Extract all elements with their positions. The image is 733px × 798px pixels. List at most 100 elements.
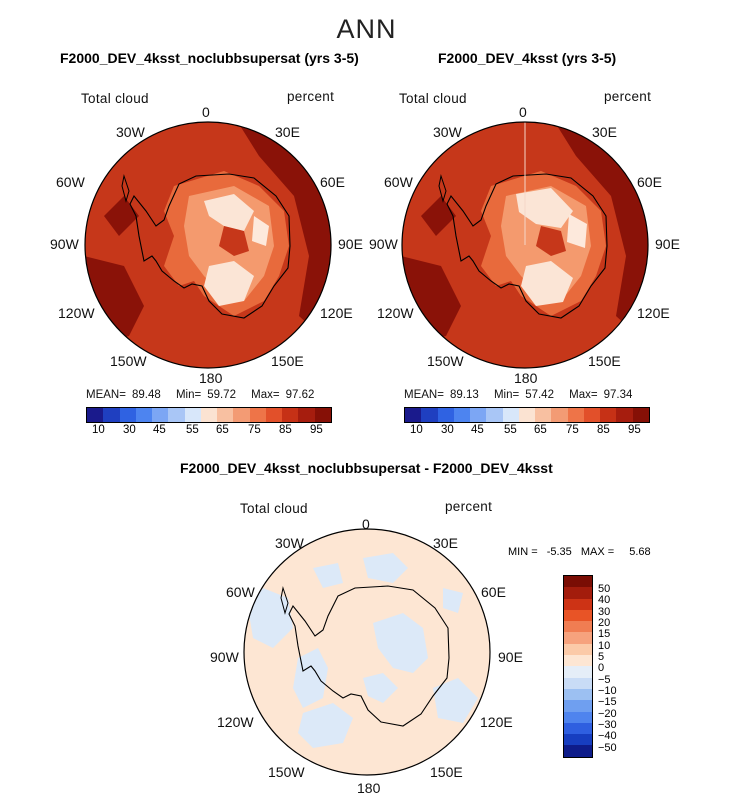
- colorbar-swatch: [87, 408, 104, 422]
- panel2-lon-60e: 60E: [637, 174, 662, 190]
- panel2-stats: MEAN= 89.13 Min= 57.42 Max= 97.34: [404, 389, 633, 401]
- panel2-lon-150w: 150W: [427, 353, 464, 369]
- panel3-lon-60w: 60W: [226, 584, 255, 600]
- panel3-tick: 10: [598, 640, 611, 652]
- colorbar-swatch: [470, 408, 487, 422]
- panel1-lon-120e: 120E: [320, 305, 353, 321]
- panel3-lon-180: 180: [357, 780, 381, 796]
- panel3-colorbar: [563, 575, 593, 758]
- panel1-tick: 65: [216, 424, 229, 436]
- panel2-lon-180: 180: [514, 370, 538, 386]
- panel1-polar-map: [84, 121, 332, 369]
- colorbar-swatch: [103, 408, 120, 422]
- panel1-lon-150e: 150E: [271, 353, 304, 369]
- panel2-variable-label: Total cloud: [399, 91, 467, 106]
- panel2-tick: 30: [441, 424, 454, 436]
- panel3-tick: 0: [598, 662, 605, 674]
- colorbar-swatch: [551, 408, 568, 422]
- colorbar-swatch: [567, 408, 584, 422]
- panel1-lon-60w: 60W: [56, 174, 85, 190]
- panel1-lon-120w: 120W: [58, 305, 95, 321]
- panel3-tick: −40: [598, 730, 617, 742]
- panel1-lon-150w: 150W: [110, 353, 147, 369]
- panel3-tick: 40: [598, 594, 611, 606]
- panel2-tick: 95: [628, 424, 641, 436]
- colorbar-swatch: [564, 666, 592, 678]
- panel1-tick: 10: [92, 424, 105, 436]
- colorbar-swatch: [249, 408, 266, 422]
- colorbar-swatch: [282, 408, 299, 422]
- colorbar-swatch: [119, 408, 136, 422]
- colorbar-swatch: [233, 408, 250, 422]
- colorbar-swatch: [217, 408, 234, 422]
- panel2-lon-120e: 120E: [637, 305, 670, 321]
- colorbar-swatch: [564, 598, 592, 610]
- figure-supertitle: ANN: [336, 14, 397, 44]
- panel2-lon-0: 0: [519, 104, 527, 120]
- panel3-lon-120e: 120E: [480, 714, 513, 730]
- colorbar-swatch: [421, 408, 438, 422]
- panel3-tick: −30: [598, 719, 617, 731]
- colorbar-swatch: [453, 408, 471, 422]
- panel3-lon-30e: 30E: [433, 535, 458, 551]
- panel3-polar-map: [243, 528, 491, 776]
- panel2-lon-30e: 30E: [592, 124, 617, 140]
- colorbar-swatch: [405, 408, 422, 422]
- panel2-tick: 85: [597, 424, 610, 436]
- panel2-lon-90w: 90W: [369, 236, 398, 252]
- panel1-tick: 55: [186, 424, 199, 436]
- panel1-colorbar: [86, 407, 332, 423]
- panel1-lon-30w: 30W: [116, 124, 145, 140]
- colorbar-swatch: [152, 408, 169, 422]
- panel1-tick: 45: [153, 424, 166, 436]
- panel3-colorbar-ticks: 50 40 30 20 15 10 5 0 −5 −10 −15 −20 −30…: [598, 575, 638, 775]
- panel3-tick: −50: [598, 742, 617, 754]
- panel3-lon-150w: 150W: [268, 764, 305, 780]
- panel2-lon-120w: 120W: [377, 305, 414, 321]
- colorbar-swatch: [564, 643, 592, 656]
- colorbar-swatch: [564, 711, 592, 723]
- colorbar-swatch: [564, 677, 592, 689]
- colorbar-swatch: [200, 408, 218, 422]
- colorbar-swatch: [583, 408, 601, 422]
- colorbar-swatch: [184, 408, 201, 422]
- panel3-tick: 50: [598, 583, 611, 595]
- colorbar-swatch: [564, 587, 592, 599]
- panel2-tick: 65: [534, 424, 547, 436]
- panel3-tick: −15: [598, 696, 617, 708]
- panel3-variable-label: Total cloud: [240, 501, 308, 516]
- panel1-lon-60e: 60E: [320, 174, 345, 190]
- panel2-tick: 45: [471, 424, 484, 436]
- panel1-tick: 75: [248, 424, 261, 436]
- colorbar-swatch: [564, 734, 592, 746]
- panel3-tick: 20: [598, 617, 611, 629]
- colorbar-swatch: [168, 408, 185, 422]
- panel1-title: F2000_DEV_4ksst_noclubbsupersat (yrs 3-5…: [60, 50, 359, 66]
- panel1-units-label: percent: [287, 89, 335, 104]
- colorbar-swatch: [265, 408, 283, 422]
- panel2-tick: 75: [566, 424, 579, 436]
- colorbar-swatch: [600, 408, 617, 422]
- panel2-polar-map: [401, 121, 649, 369]
- panel3-title: F2000_DEV_4ksst_noclubbsupersat - F2000_…: [180, 460, 553, 476]
- colorbar-swatch: [564, 688, 592, 701]
- colorbar-swatch: [502, 408, 519, 422]
- panel1-tick: 95: [310, 424, 323, 436]
- colorbar-swatch: [564, 722, 592, 735]
- panel2-tick: 10: [410, 424, 423, 436]
- panel2-title: F2000_DEV_4ksst (yrs 3-5): [438, 50, 617, 66]
- colorbar-swatch: [632, 408, 649, 422]
- colorbar-swatch: [486, 408, 503, 422]
- panel2-lon-30w: 30W: [433, 124, 462, 140]
- panel3-lon-90w: 90W: [210, 649, 239, 665]
- panel2-lon-60w: 60W: [384, 174, 413, 190]
- panel3-tick: 5: [598, 651, 605, 663]
- panel3-lon-120w: 120W: [217, 714, 254, 730]
- panel3-units-label: percent: [445, 499, 493, 514]
- panel1-tick: 85: [279, 424, 292, 436]
- panel1-tick: 30: [123, 424, 136, 436]
- colorbar-swatch: [564, 621, 592, 633]
- panel1-stats: MEAN= 89.48 Min= 59.72 Max= 97.62: [86, 389, 315, 401]
- colorbar-swatch: [564, 700, 592, 712]
- panel2-tick: 55: [504, 424, 517, 436]
